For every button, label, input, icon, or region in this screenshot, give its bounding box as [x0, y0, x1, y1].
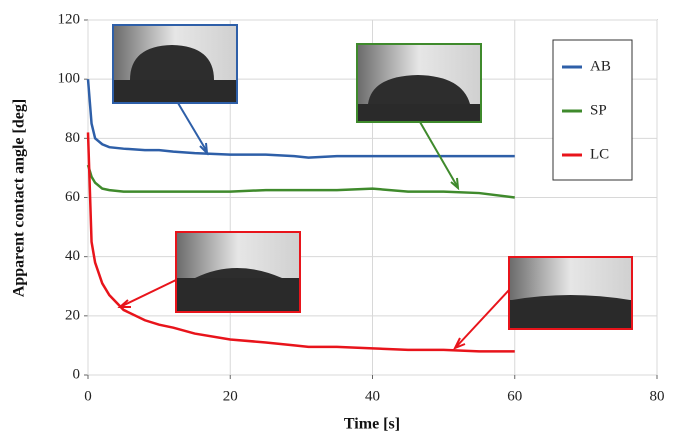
inset-lc-2: [508, 256, 633, 330]
legend-label: SP: [590, 102, 607, 118]
inset-lc-1: [175, 231, 301, 313]
y-tick-label: 40: [65, 248, 80, 264]
x-tick-label: 0: [84, 388, 92, 404]
y-tick-label: 80: [65, 130, 80, 146]
arrows: [117, 102, 510, 350]
series-line: [86, 79, 515, 159]
x-tick-label: 60: [507, 388, 522, 404]
y-tick-label: 120: [58, 11, 81, 27]
series-line: [86, 132, 515, 353]
legend-label: AB: [590, 58, 611, 74]
y-axis-title: Apparent contact angle [deg]: [11, 99, 28, 297]
y-tick-label: 0: [73, 366, 81, 382]
x-tick-label: 20: [223, 388, 238, 404]
legend-label: LC: [590, 146, 609, 162]
legend: AB SP LC: [552, 39, 633, 181]
inset-ab: [112, 24, 238, 104]
y-tick-label: 60: [65, 189, 80, 205]
y-tick-label: 100: [58, 71, 81, 87]
x-axis-title: Time [s]: [344, 416, 400, 433]
x-tick-label: 80: [650, 388, 665, 404]
x-tick-label: 40: [365, 388, 380, 404]
series-line: [86, 164, 515, 199]
inset-sp: [356, 43, 482, 123]
y-tick-label: 20: [65, 307, 80, 323]
